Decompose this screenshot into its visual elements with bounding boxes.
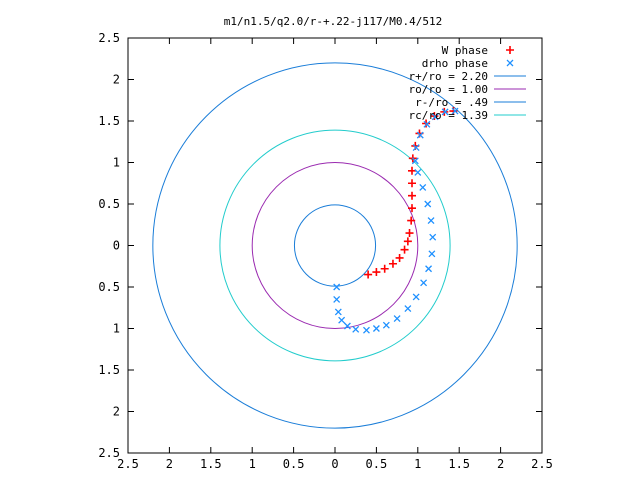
- x-tick-label: 2: [497, 457, 504, 471]
- drho-phase-point: [343, 322, 351, 330]
- drho-phase-point: [423, 120, 431, 128]
- y-tick-label: 1.5: [98, 363, 120, 377]
- drho-phase-point: [404, 305, 412, 313]
- w-phase-point: [408, 191, 417, 200]
- y-tick-label: 0.5: [98, 280, 120, 294]
- legend-label: W phase: [442, 44, 488, 57]
- legend-label: rc/ro = 1.39: [409, 109, 488, 122]
- circle-ro: [251, 162, 419, 329]
- x-tick-label: 1.5: [200, 457, 222, 471]
- drho-phase-point: [412, 144, 420, 152]
- phase-points: [333, 107, 459, 334]
- x-tick-label: 1: [249, 457, 256, 471]
- drho-phase-point: [431, 113, 439, 121]
- legend-label: ro/ro = 1.00: [409, 83, 488, 96]
- drho-phase-point: [338, 316, 346, 324]
- legend-item: r-/ro = .49: [415, 96, 526, 109]
- legend-item: drho phase: [422, 57, 514, 70]
- drho-phase-point: [372, 325, 380, 332]
- w-phase-point: [388, 259, 397, 268]
- legend-label: r+/ro = 2.20: [409, 70, 488, 83]
- w-phase-point: [407, 216, 416, 225]
- x-tick-label: 0.5: [366, 457, 388, 471]
- w-phase-point: [408, 166, 417, 175]
- drho-phase-point: [419, 183, 427, 191]
- w-phase-point: [380, 264, 389, 273]
- w-phase-point: [364, 270, 373, 279]
- x-tick-label: 1.5: [448, 457, 470, 471]
- y-tick-label: 0: [113, 239, 120, 253]
- drho-phase-series: [333, 107, 459, 334]
- chart-title: m1/n1.5/q2.0/r-+.22-j117/M0.4/512: [224, 15, 443, 28]
- w-phase-point: [403, 237, 412, 246]
- y-tick-label: 2.5: [98, 446, 120, 460]
- drho-phase-point: [429, 233, 437, 241]
- x-tick-label: 0: [331, 457, 338, 471]
- x-tick-label: 0.5: [283, 457, 305, 471]
- drho-phase-point: [393, 315, 401, 322]
- circle-r+: [152, 62, 518, 429]
- y-tick-label: 2: [113, 73, 120, 87]
- legend-label: drho phase: [422, 57, 488, 70]
- w-phase-point: [408, 179, 417, 188]
- drho-phase-point: [414, 169, 422, 176]
- drho-phase-point: [334, 308, 342, 316]
- x-tick-label: 2: [166, 457, 173, 471]
- legend-item: W phase: [442, 44, 514, 57]
- w-phase-point: [405, 229, 414, 238]
- w-phase-point: [395, 253, 404, 262]
- y-tick-label: 2.5: [98, 31, 120, 45]
- axis-ticks: 2.5 2 1.5 1 0.5 0 0.5 1 1.5 2 2.52.521.510.500.511…: [98, 31, 553, 471]
- drho-phase-point: [411, 157, 419, 165]
- circle-rc: [219, 129, 451, 362]
- drho-phase-point: [363, 326, 370, 334]
- drho-phase-point: [451, 107, 459, 115]
- y-tick-label: 0.5: [98, 197, 120, 211]
- drho-phase-point: [416, 131, 424, 139]
- drho-phase-point: [382, 321, 390, 329]
- drho-phase-point: [425, 265, 433, 273]
- x-tick-label: 2.5: [117, 457, 139, 471]
- drho-phase-point: [428, 250, 436, 258]
- w-phase-point: [408, 204, 417, 213]
- x-tick-label: 1: [414, 457, 421, 471]
- w-phase-point: [400, 245, 409, 254]
- drho-phase-point: [441, 108, 449, 116]
- drho-phase-point: [333, 295, 341, 303]
- legend-label: r-/ro = .49: [415, 96, 488, 109]
- drho-phase-point: [352, 325, 360, 333]
- legend-item: ro/ro = 1.00: [409, 83, 526, 96]
- x-tick-label: 2.5: [531, 457, 553, 471]
- w-phase-point: [372, 268, 381, 277]
- y-tick-label: 1.5: [98, 114, 120, 128]
- y-tick-label: 1: [113, 156, 120, 170]
- y-tick-label: 1: [113, 322, 120, 336]
- legend-item: r+/ro = 2.20: [409, 70, 526, 83]
- w-phase-point: [449, 107, 458, 116]
- legend-item: rc/ro = 1.39: [409, 109, 526, 122]
- drho-phase-point: [427, 217, 435, 225]
- drho-phase-point: [424, 200, 432, 208]
- legend-cross-symbol: [506, 59, 514, 67]
- legend-plus-symbol: [506, 46, 514, 54]
- drho-phase-point: [420, 279, 428, 287]
- drho-phase-point: [333, 283, 341, 291]
- y-tick-label: 2: [113, 405, 120, 419]
- drho-phase-point: [412, 293, 420, 301]
